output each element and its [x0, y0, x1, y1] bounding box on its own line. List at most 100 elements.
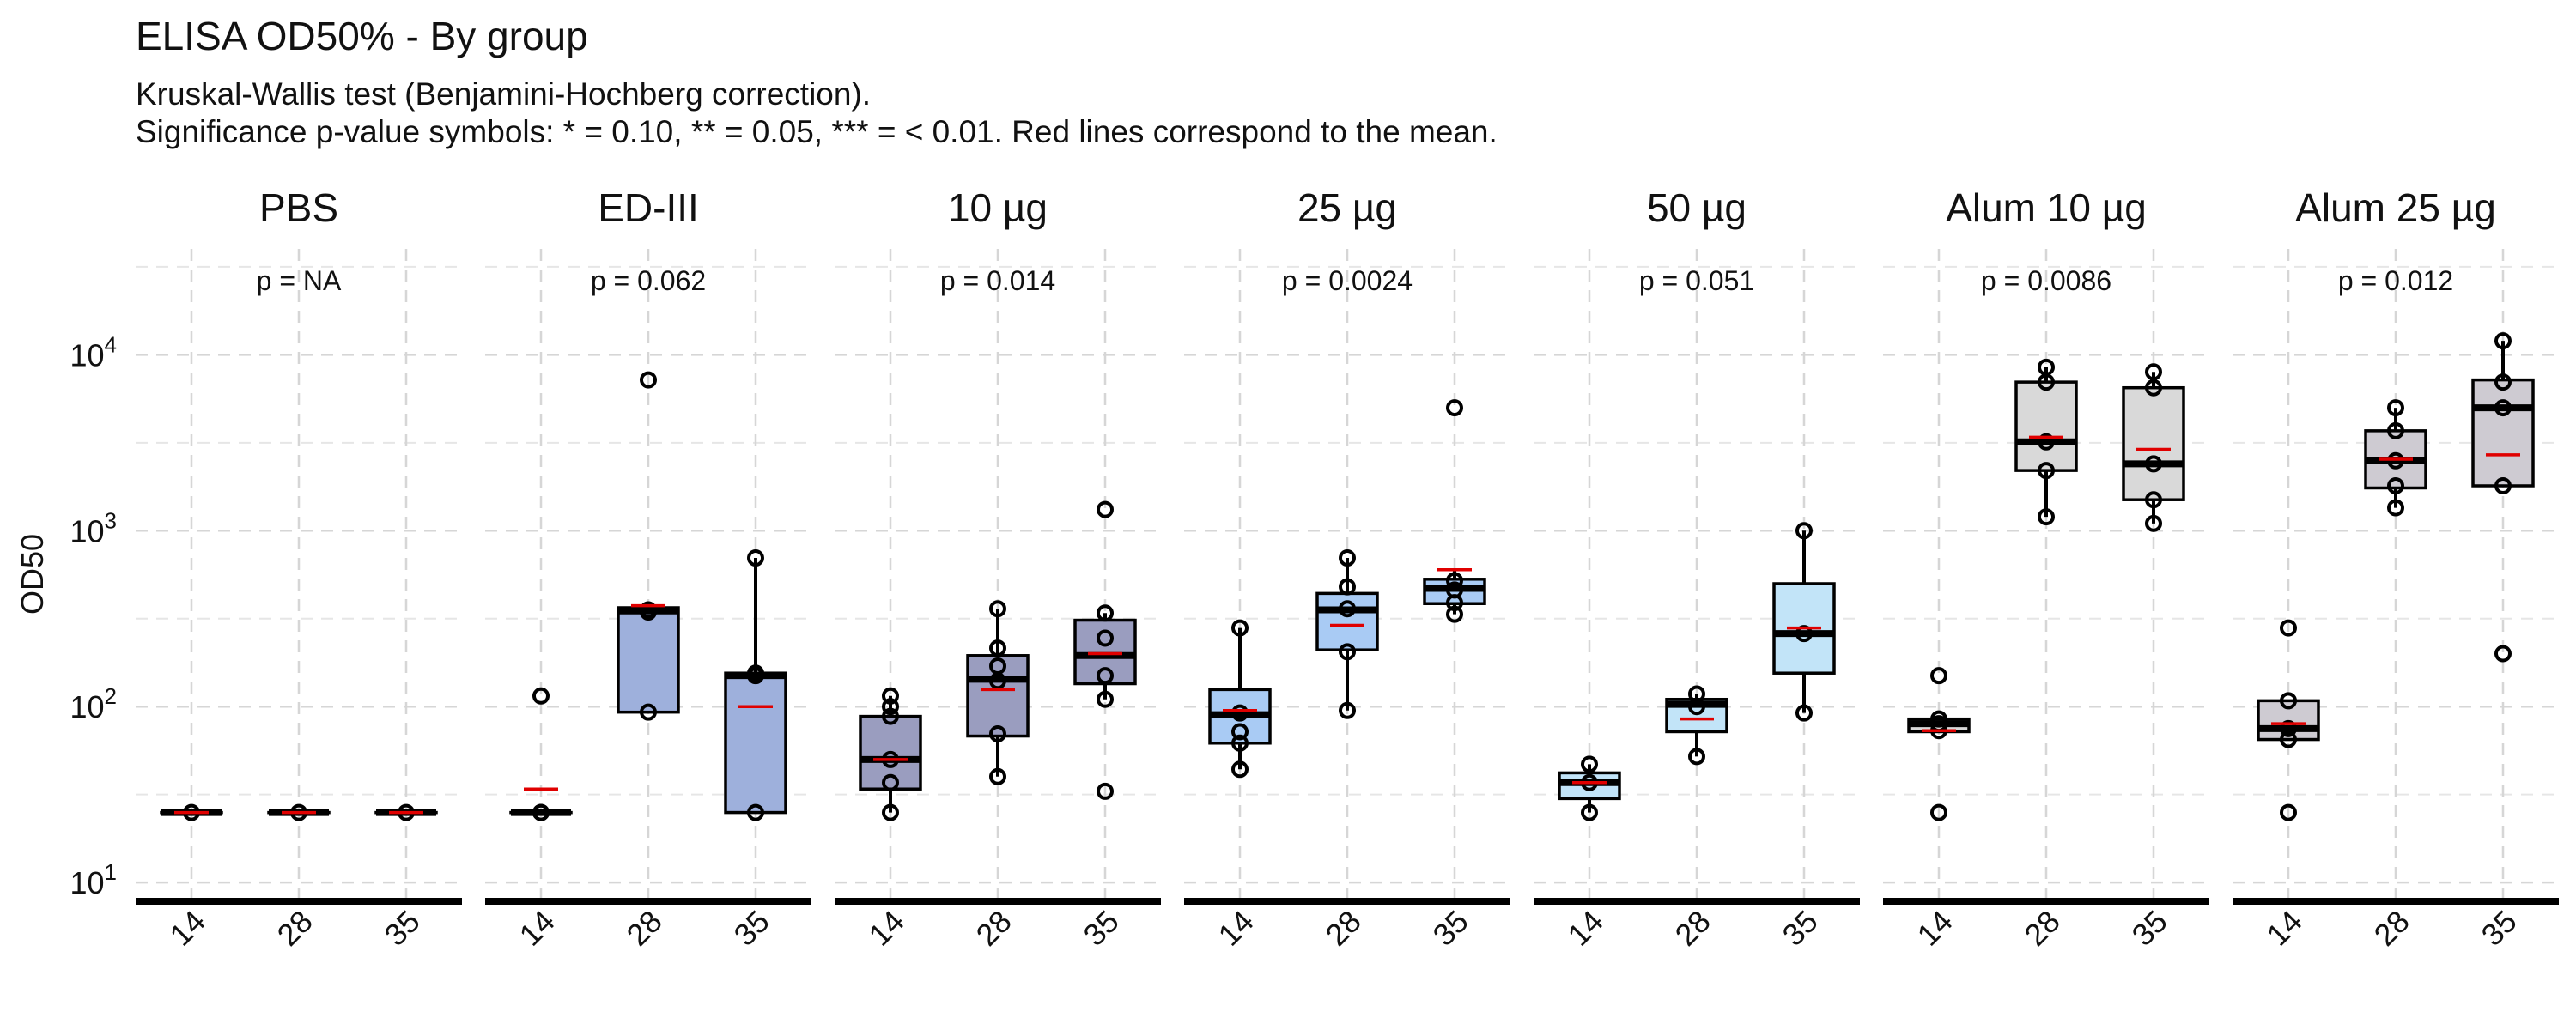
data-point: [989, 600, 1006, 618]
data-point: [2145, 379, 2162, 397]
box: [2471, 378, 2535, 488]
box: [2122, 385, 2185, 501]
data-point: [1795, 522, 1813, 540]
data-point: [2145, 514, 2162, 532]
x-tick-label: 14: [1212, 904, 1261, 953]
data-point: [1930, 710, 1947, 728]
x-tick-label: 14: [1561, 904, 1610, 953]
data-point: [1231, 723, 1249, 741]
data-point: [2494, 332, 2512, 350]
facet-label: Alum 25 µg: [2295, 185, 2496, 230]
data-point: [1339, 578, 1356, 596]
p-value-label: p = 0.0086: [1981, 265, 2111, 296]
data-point: [882, 687, 899, 705]
data-point: [640, 703, 657, 721]
y-tick-label: 103: [70, 507, 117, 548]
data-point: [1097, 604, 1114, 622]
p-value-label: p = 0.012: [2338, 265, 2453, 296]
y-tick-label: 104: [70, 331, 117, 373]
data-point: [2280, 730, 2297, 748]
x-tick-label: 14: [513, 904, 562, 953]
data-point: [2494, 373, 2512, 391]
y-axis-label: OD50: [15, 534, 50, 615]
data-point: [1097, 667, 1114, 685]
chart-subtitle-line-1: Kruskal-Wallis test (Benjamini-Hochberg …: [136, 76, 872, 112]
data-point: [2145, 363, 2162, 381]
data-point: [2038, 433, 2055, 451]
data-point: [747, 549, 764, 567]
chart-subtitle-line-2: Significance p-value symbols: * = 0.10, …: [136, 114, 1498, 149]
x-tick-label: 14: [163, 904, 212, 953]
data-point: [1930, 667, 1947, 685]
data-point: [532, 803, 550, 821]
p-value-label: p = 0.014: [940, 265, 1055, 296]
data-point: [989, 767, 1006, 785]
data-point: [882, 707, 899, 725]
data-point: [1339, 600, 1356, 618]
x-tick-label: 28: [1668, 904, 1717, 953]
x-tick-label: 35: [727, 904, 776, 953]
box: [724, 671, 787, 815]
data-point: [2387, 451, 2404, 470]
data-point: [989, 724, 1006, 742]
x-tick-label: 14: [862, 904, 911, 953]
data-point: [2280, 619, 2297, 637]
data-point: [2494, 645, 2512, 663]
data-point: [2494, 476, 2512, 494]
data-point: [1339, 549, 1356, 567]
data-point: [2038, 508, 2055, 526]
x-tick-label: 28: [2367, 904, 2416, 953]
data-point: [1231, 760, 1249, 779]
x-tick-label: 28: [270, 904, 319, 953]
data-point: [2280, 803, 2297, 821]
x-tick-label: 28: [969, 904, 1018, 953]
data-point: [1231, 734, 1249, 752]
data-point: [747, 803, 764, 821]
data-point: [1339, 643, 1356, 661]
data-point: [1581, 803, 1598, 821]
x-tick-label: 28: [2018, 904, 2067, 953]
p-value-label: p = NA: [257, 265, 342, 296]
box: [966, 654, 1030, 738]
data-point: [1097, 500, 1114, 518]
data-point: [2387, 421, 2404, 439]
x-tick-label: 35: [1077, 904, 1126, 953]
x-tick-label: 35: [378, 904, 427, 953]
data-point: [1446, 572, 1463, 590]
data-point: [1446, 581, 1463, 599]
data-point: [1339, 701, 1356, 719]
data-point: [1097, 629, 1114, 647]
p-value-label: p = 0.0024: [1282, 265, 1413, 296]
x-tick-label: 28: [620, 904, 669, 953]
data-point: [747, 664, 764, 682]
data-point: [1688, 685, 1705, 703]
data-point: [1231, 704, 1249, 722]
box: [2014, 380, 2078, 472]
facet-label: ED-III: [598, 185, 699, 230]
data-point: [1446, 399, 1463, 417]
data-point: [2494, 399, 2512, 417]
data-point: [1581, 755, 1598, 773]
x-tick-label: 14: [1911, 904, 1959, 953]
data-point: [1688, 748, 1705, 766]
y-tick-label: 101: [70, 859, 117, 900]
data-point: [1097, 782, 1114, 800]
x-tick-label: 28: [1319, 904, 1368, 953]
box: [617, 606, 680, 714]
data-point: [2038, 462, 2055, 480]
data-point: [2280, 692, 2297, 710]
data-point: [2145, 491, 2162, 509]
x-tick-label: 14: [2260, 904, 2309, 953]
facet-label: Alum 10 µg: [1946, 185, 2147, 230]
data-point: [882, 773, 899, 791]
data-point: [1795, 704, 1813, 722]
data-point: [2387, 499, 2404, 517]
data-point: [1231, 619, 1249, 637]
data-point: [532, 687, 550, 705]
data-point: [640, 601, 657, 619]
data-point: [989, 657, 1006, 675]
facet-label: 50 µg: [1647, 185, 1747, 230]
facet-label: 10 µg: [948, 185, 1048, 230]
data-point: [2387, 476, 2404, 494]
